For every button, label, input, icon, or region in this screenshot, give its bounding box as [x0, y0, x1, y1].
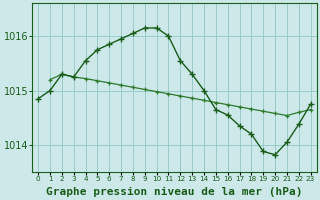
X-axis label: Graphe pression niveau de la mer (hPa): Graphe pression niveau de la mer (hPa)	[46, 186, 303, 197]
